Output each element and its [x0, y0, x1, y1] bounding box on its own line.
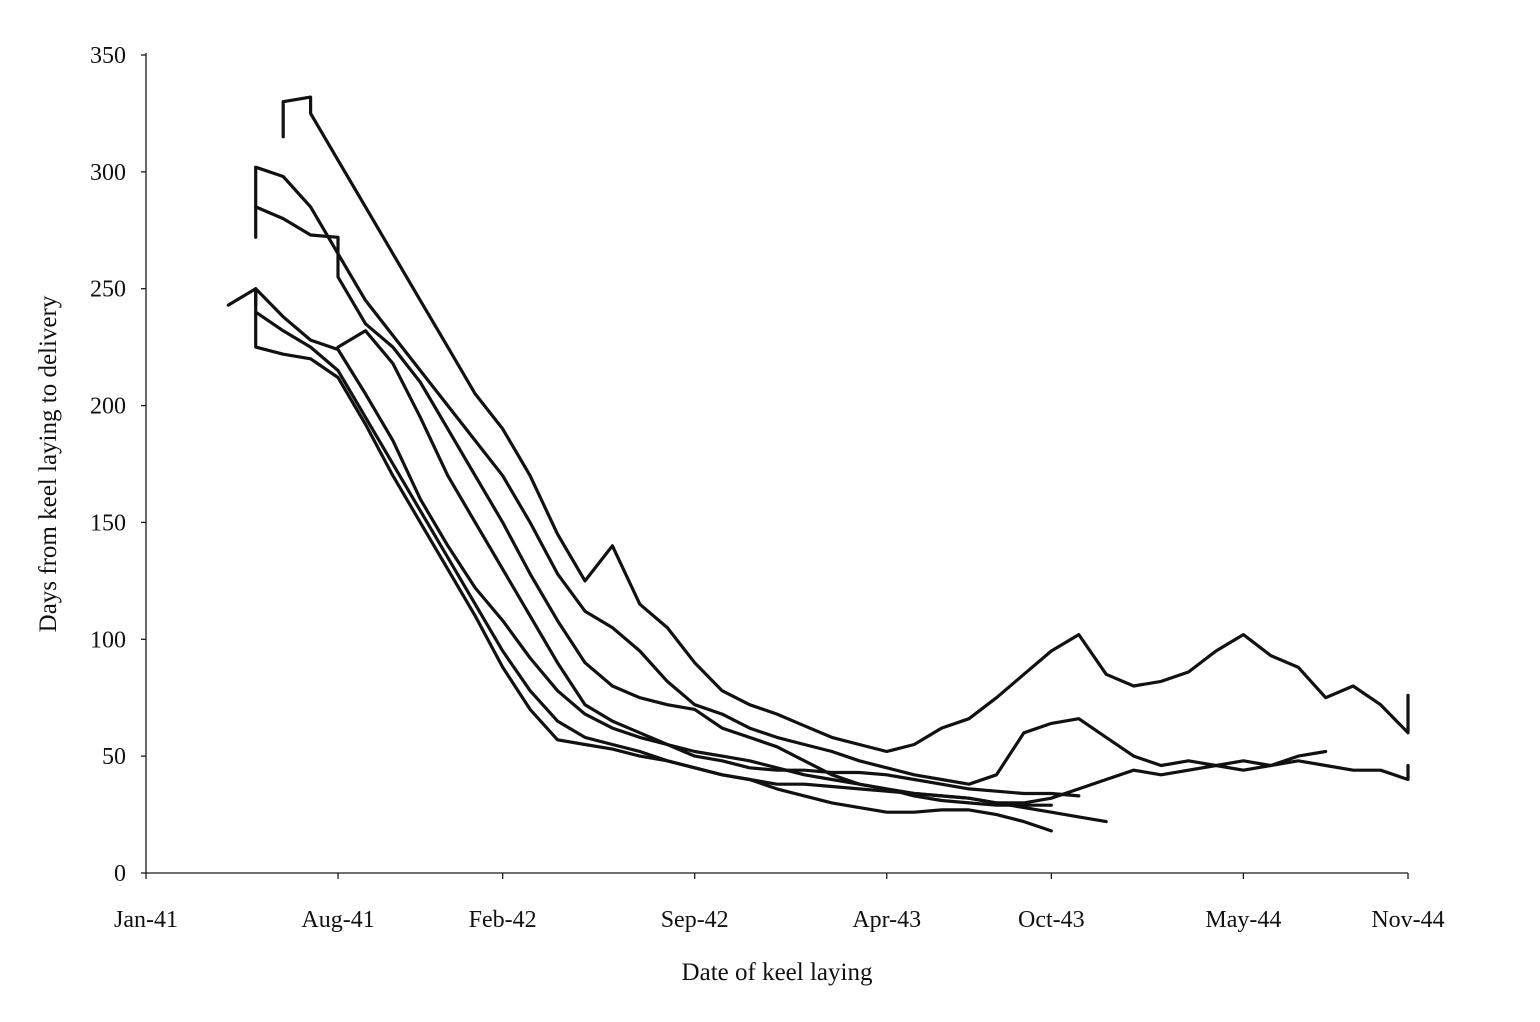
series-layer	[226, 95, 1410, 833]
x-tick-label: Feb-42	[469, 907, 537, 933]
series-line-1	[281, 95, 1410, 754]
series-line-7	[336, 329, 1081, 798]
y-tick-label: 100	[90, 627, 126, 653]
y-tick-label: 200	[90, 394, 126, 420]
x-tick-label: May-44	[1205, 907, 1281, 933]
y-axis-title: Days from keel laying to delivery	[35, 295, 62, 632]
y-tick-label: 50	[102, 744, 126, 770]
x-tick-label: Sep-42	[661, 907, 729, 933]
x-axis-ticks: Jan-41 Aug-41 Feb-42 Sep-42 Apr-43 Oct-43 May-…	[114, 873, 1445, 933]
series-line-3	[254, 205, 1053, 807]
x-tick-label: Apr-43	[852, 907, 921, 933]
y-tick-label: 250	[90, 277, 126, 303]
y-tick-label: 150	[90, 510, 126, 536]
series-line-5	[254, 310, 1328, 805]
series-line-2	[254, 165, 1410, 786]
x-axis-title: Date of keel laying	[682, 959, 873, 986]
y-tick-label: 300	[90, 160, 126, 186]
axes	[145, 53, 1408, 874]
y-tick-label: 0	[114, 861, 126, 887]
y-axis-ticks: 0 50 100 150 200 250 300 350	[90, 43, 146, 887]
x-tick-label: Nov-44	[1371, 907, 1444, 933]
series-line-6	[226, 287, 1053, 833]
series-line-4	[254, 287, 1108, 824]
x-tick-label: Jan-41	[114, 907, 178, 933]
x-tick-label: Oct-43	[1018, 907, 1085, 933]
y-tick-label: 350	[90, 43, 126, 69]
x-tick-label: Aug-41	[301, 907, 374, 933]
